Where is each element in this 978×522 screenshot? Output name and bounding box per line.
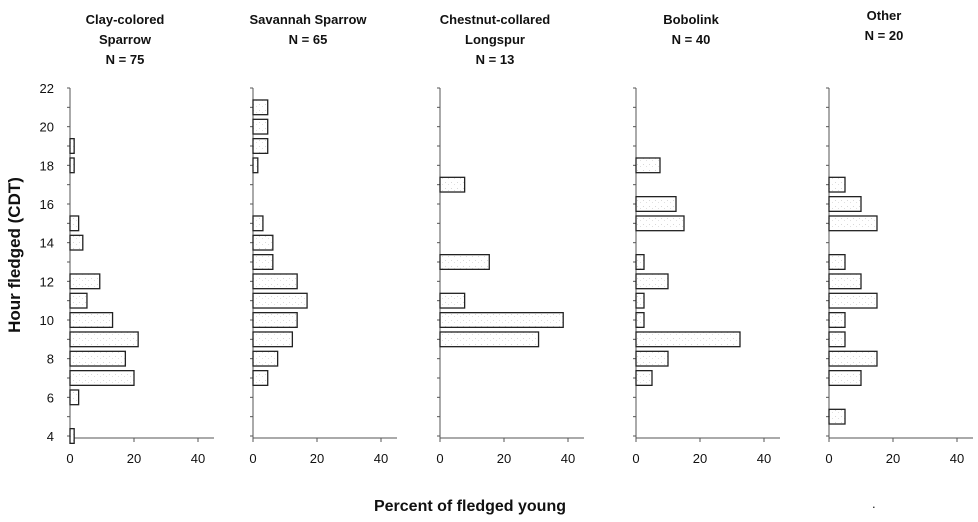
bar	[828, 292, 878, 309]
bar	[635, 254, 645, 270]
bar	[252, 254, 274, 270]
y-tick-label: 14	[40, 236, 54, 251]
bar	[252, 350, 279, 367]
x-tick-label: 40	[950, 451, 964, 466]
bar	[828, 254, 846, 270]
panel-title: Bobolink N = 40	[606, 10, 776, 50]
x-tick-label: 0	[66, 451, 73, 466]
y-tick-label: 22	[40, 81, 54, 96]
bar	[828, 350, 878, 367]
bar	[69, 273, 101, 290]
x-tick-label: 20	[127, 451, 141, 466]
bar	[439, 312, 564, 328]
bar	[635, 215, 685, 232]
bar	[828, 196, 862, 212]
x-tick-label: 20	[693, 451, 707, 466]
panel-title: Chestnut-collared Longspur N = 13	[410, 10, 580, 70]
bar	[439, 292, 466, 309]
bar	[439, 331, 540, 348]
x-tick-label: 20	[497, 451, 511, 466]
bar	[635, 312, 645, 328]
y-tick-label: 6	[47, 390, 54, 405]
bar	[69, 157, 75, 174]
bar	[69, 234, 84, 251]
bar	[69, 389, 80, 406]
y-axis-label: Hour fledged (CDT)	[5, 177, 24, 333]
bar	[635, 196, 677, 212]
bar	[252, 157, 259, 174]
x-tick-label: 20	[886, 451, 900, 466]
bar	[69, 292, 88, 309]
bar	[252, 138, 269, 154]
x-axis-label: Percent of fledged young	[373, 498, 566, 515]
panel-title-line: Chestnut-collared	[439, 12, 551, 27]
bar	[69, 428, 75, 444]
panel-title-line: N = 13	[475, 52, 515, 67]
y-tick-label: 12	[40, 274, 54, 289]
panel-title-line: N = 65	[288, 32, 328, 47]
panel-title: Savannah Sparrow N = 65	[223, 10, 393, 50]
x-tick-label: 40	[757, 451, 771, 466]
bar	[69, 215, 80, 232]
bar	[828, 408, 846, 425]
bar	[69, 312, 114, 328]
bar	[828, 176, 846, 193]
bar	[252, 118, 269, 135]
x-tick-label: 0	[825, 451, 832, 466]
bar	[252, 234, 274, 251]
bar	[252, 215, 264, 232]
panel-title: Other N = 20	[799, 6, 969, 46]
y-tick-label: 18	[40, 158, 54, 173]
bar	[635, 292, 645, 309]
bar	[252, 312, 298, 328]
bar	[439, 176, 466, 193]
bar	[635, 331, 741, 348]
x-tick-label: 40	[374, 451, 388, 466]
x-tick-label: 0	[632, 451, 639, 466]
bar	[635, 273, 669, 290]
x-tick-label: 40	[561, 451, 575, 466]
bar	[252, 99, 269, 116]
y-tick-label: 20	[40, 120, 54, 135]
x-tick-label: 40	[191, 451, 205, 466]
y-tick-label: 10	[40, 313, 54, 328]
panel-title: Clay-colored Sparrow N = 75	[40, 10, 210, 70]
x-tick-label: 20	[310, 451, 324, 466]
y-tick-label: 16	[40, 197, 54, 212]
bar	[828, 273, 862, 290]
y-tick-label: 8	[47, 352, 54, 367]
panel-title-line: Sparrow	[98, 32, 151, 47]
stray-mark: .	[872, 496, 876, 511]
panel-title-line: Longspur	[465, 32, 525, 47]
bar	[252, 292, 308, 309]
panel-title-line: N = 75	[105, 52, 145, 67]
panel-title-line: N = 20	[864, 28, 904, 43]
bar	[828, 215, 878, 232]
bar	[828, 370, 862, 386]
bar	[252, 331, 294, 348]
x-tick-label: 0	[436, 451, 443, 466]
y-tick-label: 4	[47, 429, 54, 444]
panel-title-line: Other	[866, 8, 902, 23]
panel-title-line: Bobolink	[663, 12, 719, 27]
bar	[69, 350, 127, 367]
bar	[828, 312, 846, 328]
bar	[252, 273, 298, 290]
bar	[439, 254, 490, 270]
bar	[635, 350, 669, 367]
bar	[635, 157, 661, 174]
bar	[69, 138, 75, 154]
panel-title-line: Savannah Sparrow	[249, 12, 367, 27]
bar	[828, 331, 846, 348]
bar	[635, 370, 653, 386]
panel-title-line: Clay-colored	[85, 12, 165, 27]
panel-title-line: N = 40	[671, 32, 711, 47]
bar	[252, 370, 269, 386]
bar	[69, 370, 135, 386]
bar	[69, 331, 139, 348]
x-tick-label: 0	[249, 451, 256, 466]
